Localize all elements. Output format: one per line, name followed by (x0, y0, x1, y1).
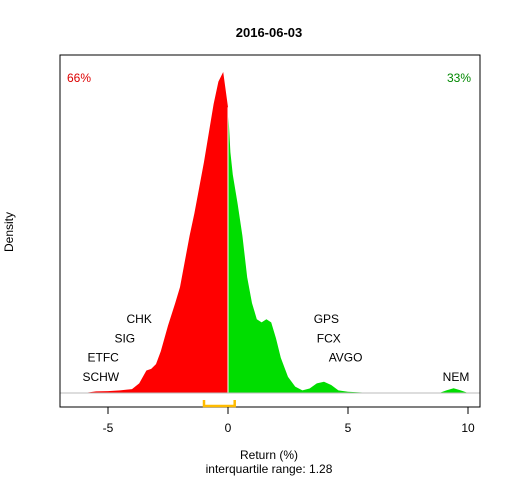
ticker-label: SIG (114, 331, 135, 345)
x-axis-label: Return (%) (240, 448, 298, 462)
ticker-label: NEM (443, 370, 470, 384)
chart-title: 2016-06-03 (236, 25, 303, 40)
right-percent-label: 33% (447, 71, 471, 85)
plot-area: -5 0 5 10 CHK SIG ETFC SCHW GPS FCX AVGO NEM (59, 54, 481, 435)
negative-density-area (84, 72, 228, 393)
x-tick-label: 10 (461, 421, 475, 435)
ticker-label: GPS (314, 312, 339, 326)
ticker-label: FCX (317, 331, 341, 345)
positive-density-area (228, 107, 468, 394)
ticker-label: ETFC (88, 351, 120, 365)
ticker-label: CHK (127, 312, 152, 326)
left-percent-label: 66% (67, 71, 91, 85)
plot-frame (59, 54, 481, 408)
x-tick-label: 5 (345, 421, 352, 435)
x-tick-label: -5 (103, 421, 114, 435)
ticker-label: SCHW (82, 370, 119, 384)
chart-subtitle: interquartile range: 1.28 (206, 462, 333, 476)
x-tick-label: 0 (225, 421, 232, 435)
y-axis-label: Density (2, 212, 16, 252)
iqr-bracket (202, 400, 236, 408)
ticker-label: AVGO (329, 351, 363, 365)
